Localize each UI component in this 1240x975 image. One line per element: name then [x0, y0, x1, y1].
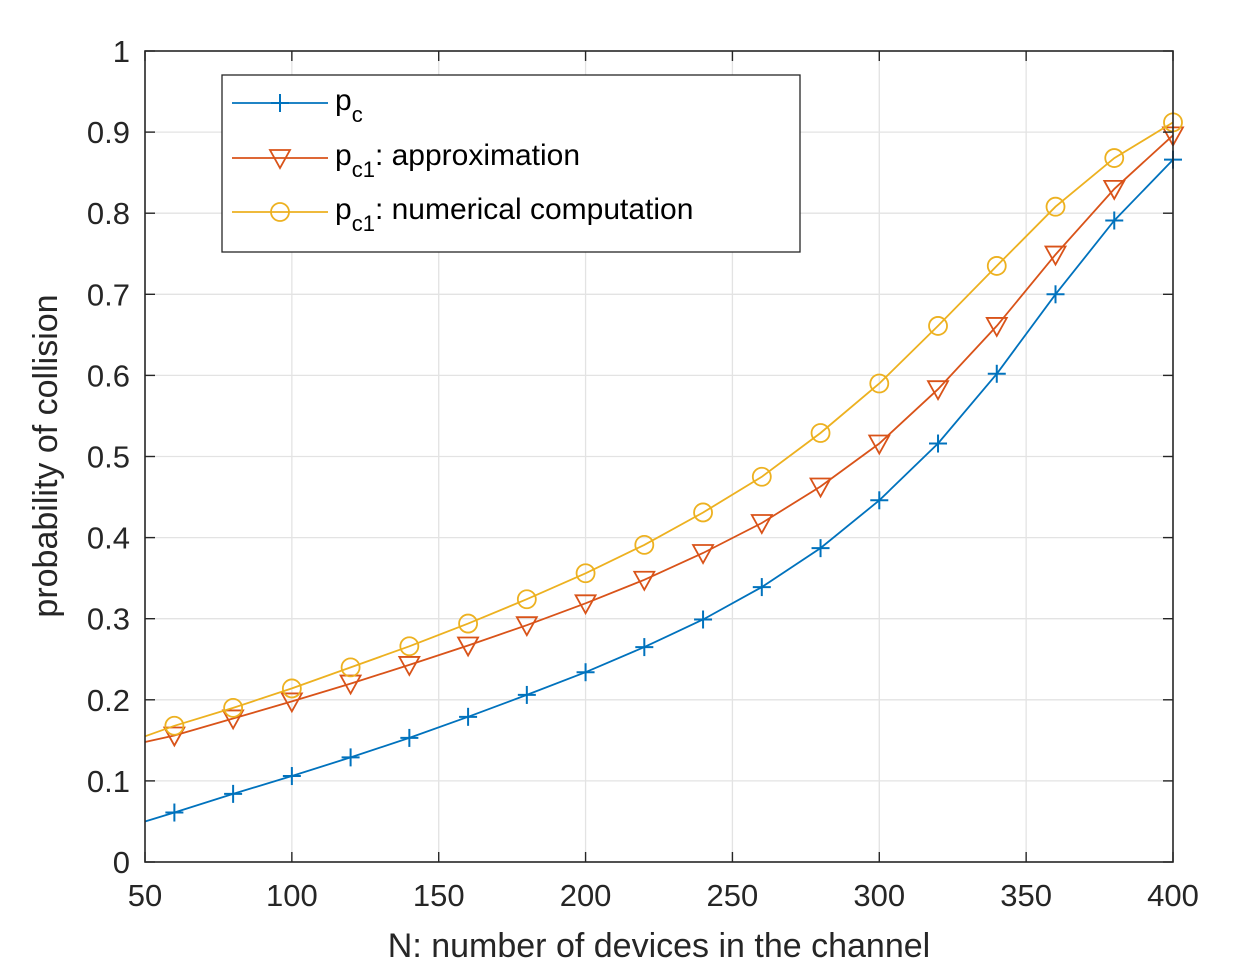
data-point-pc1-approximation	[926, 380, 950, 402]
series-line-pc1-approximation	[144, 134, 1174, 743]
data-point-pc1-numerical-computation	[164, 715, 185, 736]
data-point-pc1-approximation	[632, 570, 656, 592]
data-point-pc	[517, 685, 536, 704]
data-point-pc1-approximation	[456, 636, 480, 658]
y-tick-label: 1	[113, 34, 130, 69]
series-layer	[144, 112, 1185, 823]
data-point-pc1-approximation	[985, 317, 1009, 338]
data-point-pc1-approximation	[867, 434, 891, 456]
y-tick-label: 0	[113, 845, 130, 880]
y-tick-label: 0.1	[87, 764, 130, 799]
data-point-pc1-approximation	[162, 726, 186, 748]
legend-box	[221, 74, 801, 253]
data-point-pc	[929, 434, 948, 453]
series-pc	[144, 150, 1182, 823]
data-point-pc1-numerical-computation	[458, 613, 478, 634]
data-point-pc1-numerical-computation	[810, 423, 831, 443]
data-point-pc1-numerical-computation	[928, 316, 948, 336]
series-line-pc1-numerical-computation	[144, 121, 1174, 738]
data-point-pc1-approximation	[574, 594, 598, 616]
data-point-pc1-numerical-computation	[516, 589, 537, 610]
x-axis-label: N: number of devices in the channel	[388, 927, 930, 965]
x-tick-label: 200	[560, 878, 612, 913]
data-point-pc	[165, 803, 184, 822]
data-point-pc1-numerical-computation	[693, 502, 713, 523]
data-point-pc	[282, 767, 301, 786]
data-point-pc	[459, 707, 478, 726]
legend-swatch-marker	[268, 149, 292, 170]
ticks	[144, 50, 1174, 863]
data-point-pc1-approximation	[1043, 245, 1068, 267]
data-point-pc	[752, 578, 771, 597]
data-point-pc1-numerical-computation	[869, 373, 890, 394]
y-tick-label: 0.8	[87, 196, 130, 231]
x-tick-label: 100	[266, 878, 318, 913]
data-point-pc	[341, 748, 360, 767]
y-tick-label: 0.3	[87, 602, 130, 637]
legend-swatch-marker	[270, 202, 290, 222]
data-point-pc1-numerical-computation	[281, 678, 302, 699]
y-tick-label: 0.5	[87, 440, 130, 475]
data-point-pc	[576, 663, 595, 682]
data-point-pc1-approximation	[397, 656, 421, 677]
data-point-pc	[694, 610, 713, 629]
y-tick-label: 0.9	[87, 115, 130, 150]
series-pc1-numerical-computation	[144, 112, 1183, 738]
data-point-pc1-numerical-computation	[223, 698, 244, 718]
legend-label: pc1: approximation	[335, 139, 580, 182]
data-point-pc1-numerical-computation	[634, 534, 655, 555]
y-tick-label: 0.7	[87, 277, 130, 312]
data-point-pc1-numerical-computation	[575, 563, 596, 584]
y-axis-label: probability of collision	[27, 294, 65, 617]
series-pc1-approximation	[144, 126, 1185, 748]
data-point-pc	[811, 539, 830, 558]
legend-label: pc1: numerical computation	[335, 193, 693, 236]
y-tick-label: 0.4	[87, 521, 130, 556]
data-point-pc	[1105, 211, 1124, 230]
x-tick-label: 150	[413, 878, 465, 913]
data-point-pc1-numerical-computation	[399, 636, 420, 657]
data-point-pc	[224, 784, 243, 803]
legend-label: pc	[335, 84, 363, 127]
data-point-pc	[400, 728, 419, 747]
data-point-pc1-numerical-computation	[1104, 148, 1125, 168]
data-point-pc1-numerical-computation	[340, 657, 361, 678]
y-tick-labels: 0 0.1 0.2 0.3 0.4 0.5 0.6 0.7 0.8 0.9 1	[87, 34, 130, 880]
data-point-pc1-numerical-computation	[751, 466, 772, 487]
data-point-pc	[1046, 285, 1065, 304]
data-point-pc1-numerical-computation	[986, 256, 1007, 276]
legend-item-pc1-numerical-computation: pc1: numerical computation	[232, 193, 693, 236]
data-point-pc1-approximation	[515, 616, 539, 638]
data-point-pc	[870, 491, 889, 510]
data-point-pc1-approximation	[691, 544, 715, 565]
data-point-pc1-numerical-computation	[1045, 196, 1066, 217]
data-point-pc1-approximation	[221, 709, 245, 731]
data-point-pc1-approximation	[809, 477, 833, 499]
legend-swatch-marker	[271, 94, 289, 112]
x-tick-label: 300	[853, 878, 905, 913]
data-point-pc1-approximation	[1102, 179, 1126, 201]
legend-item-pc: pc	[232, 84, 363, 127]
x-tick-label: 350	[1000, 878, 1052, 913]
x-tick-labels: 50 100 150 200 250 300 350 400	[128, 878, 1199, 913]
x-tick-label: 50	[128, 878, 162, 913]
legend: pc pc1: approximation pc1: numerical compu…	[221, 74, 801, 253]
data-point-pc1-approximation	[750, 514, 774, 535]
legend-item-pc1-approximation: pc1: approximation	[232, 139, 580, 182]
y-tick-label: 0.6	[87, 358, 130, 393]
y-tick-label: 0.2	[87, 683, 130, 718]
x-tick-label: 400	[1147, 878, 1199, 913]
data-point-pc	[987, 364, 1006, 383]
x-tick-label: 250	[707, 878, 759, 913]
data-point-pc1-approximation	[280, 692, 304, 714]
data-point-pc	[635, 638, 654, 657]
